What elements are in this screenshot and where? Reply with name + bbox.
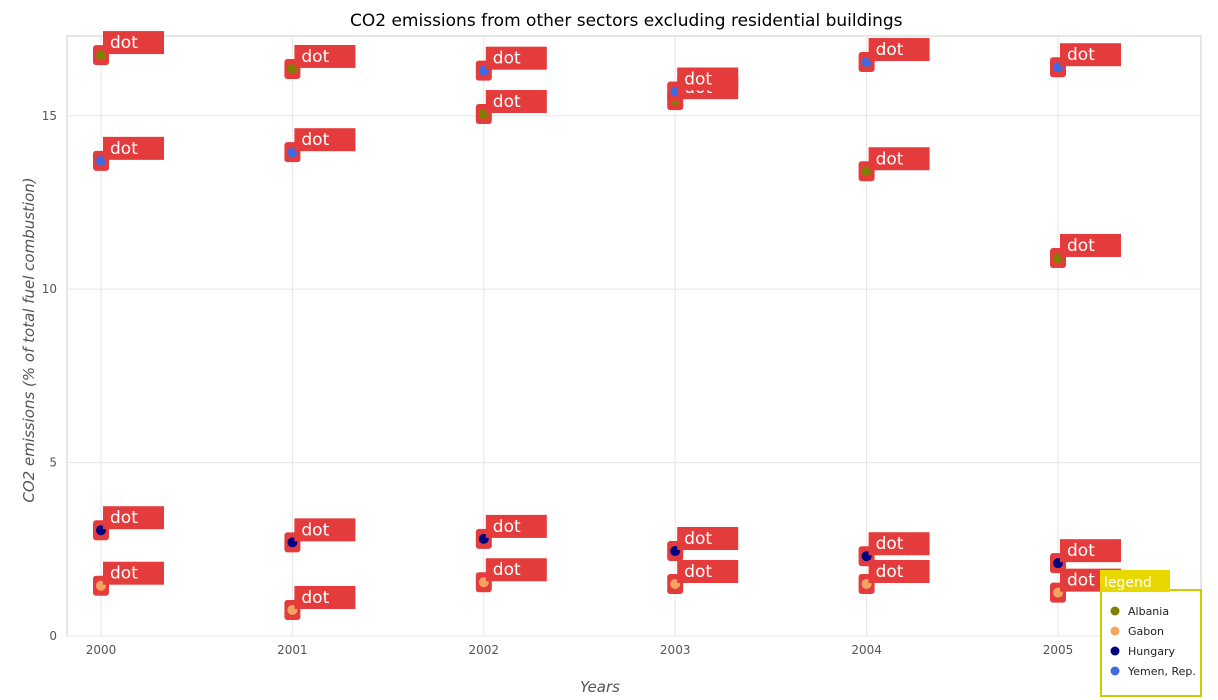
point-label-box [868,559,930,583]
legend-marker [1110,606,1120,616]
point-label: dot [110,33,138,53]
legend-title: legend [1104,575,1152,591]
point-label: dot [1067,236,1095,256]
x-tick-label: 2001 [277,643,308,657]
x-tick-label: 2005 [1043,643,1074,657]
point-label-box [677,527,739,551]
point-label: dot [1067,541,1095,561]
point-label: dot [301,47,329,67]
x-tick-label: 2004 [851,643,882,657]
point-label: dot [876,149,904,169]
point-label-box [677,559,739,583]
point-label-box [485,90,547,114]
point-label-box [294,44,356,68]
point-label: dot [301,130,329,150]
y-axis-label: CO2 emissions (% of total fuel combustio… [20,177,38,502]
point-labels: dot dot dot dot dot dot dot dot dot dot dot dot dot d… [103,31,1121,609]
y-tick-label: 15 [42,109,57,123]
legend-title-box [1100,570,1170,592]
grid-lines [67,36,1201,637]
point-label-box [485,46,547,70]
point-label: dot [493,92,521,112]
y-tick-label: 0 [49,629,57,643]
point-label: dot [301,520,329,540]
chart-title: CO2 emissions from other sectors excludi… [350,11,903,31]
point-label: dot [876,534,904,554]
point-label-box [294,128,356,152]
legend-label: Gabon [1128,625,1164,638]
point-label-box [1060,539,1121,563]
point-label-box [485,514,547,538]
point-label-box [103,561,164,585]
point-label: dot [684,69,712,89]
point-label: dot [493,560,521,580]
point-label: dot [876,562,904,582]
point-label: dot [493,517,521,537]
point-label: dot [301,588,329,608]
point-label: dot [684,562,712,582]
point-label: dot [110,139,138,159]
point-label: dot [684,529,712,549]
x-tick-label: 2000 [86,643,117,657]
point-label-box [677,67,739,91]
point-label: dot [1067,45,1095,65]
point-label-box [868,38,930,62]
point-label: dot [110,508,138,528]
point-label: dot [493,49,521,69]
y-tick-label: 5 [49,456,57,470]
point-label-box [103,506,164,530]
point-label-box [1060,233,1121,257]
point-label: dot [876,40,904,60]
legend: legend Albania Gabon Hungary Yemen, Rep. [1100,570,1202,697]
legend-marker [1110,646,1120,656]
y-axis-ticks: 0 5 10 15 [42,109,57,643]
x-axis-label: Years [580,678,620,696]
legend-marker [1110,626,1120,636]
point-label-box [294,585,356,609]
point-label-box [868,147,930,171]
point-label-box [103,136,164,160]
legend-marker [1110,666,1120,676]
x-tick-label: 2003 [660,643,691,657]
legend-label: Hungary [1128,645,1175,658]
y-tick-label: 10 [42,282,57,296]
x-tick-label: 2002 [469,643,500,657]
point-label-box [103,31,164,55]
legend-label: Albania [1128,605,1169,618]
point-label-box [294,518,356,542]
point-label: dot [1067,571,1095,591]
x-axis-ticks: 2000 2001 2002 2003 2004 2005 [86,643,1074,657]
point-label-box [485,558,547,582]
legend-items: Albania Gabon Hungary Yemen, Rep. [1110,605,1196,678]
point-label: dot [110,564,138,584]
point-label-box [1060,43,1121,67]
plot-frame [66,35,1202,637]
legend-label: Yemen, Rep. [1127,665,1196,678]
point-label-box [868,532,930,556]
